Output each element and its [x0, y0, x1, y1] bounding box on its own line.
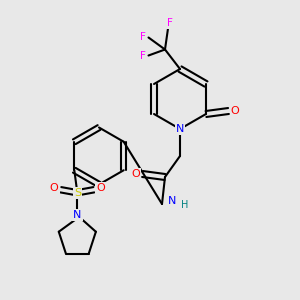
Text: O: O [131, 169, 140, 179]
Text: N: N [176, 124, 184, 134]
Text: N: N [73, 210, 82, 220]
Text: N: N [168, 196, 177, 206]
Text: H: H [181, 200, 188, 211]
Text: O: O [96, 183, 105, 193]
Text: O: O [50, 183, 58, 193]
Text: F: F [167, 18, 172, 28]
Text: O: O [231, 106, 239, 116]
Text: F: F [140, 32, 146, 43]
Text: S: S [74, 188, 81, 198]
Text: F: F [140, 50, 146, 61]
